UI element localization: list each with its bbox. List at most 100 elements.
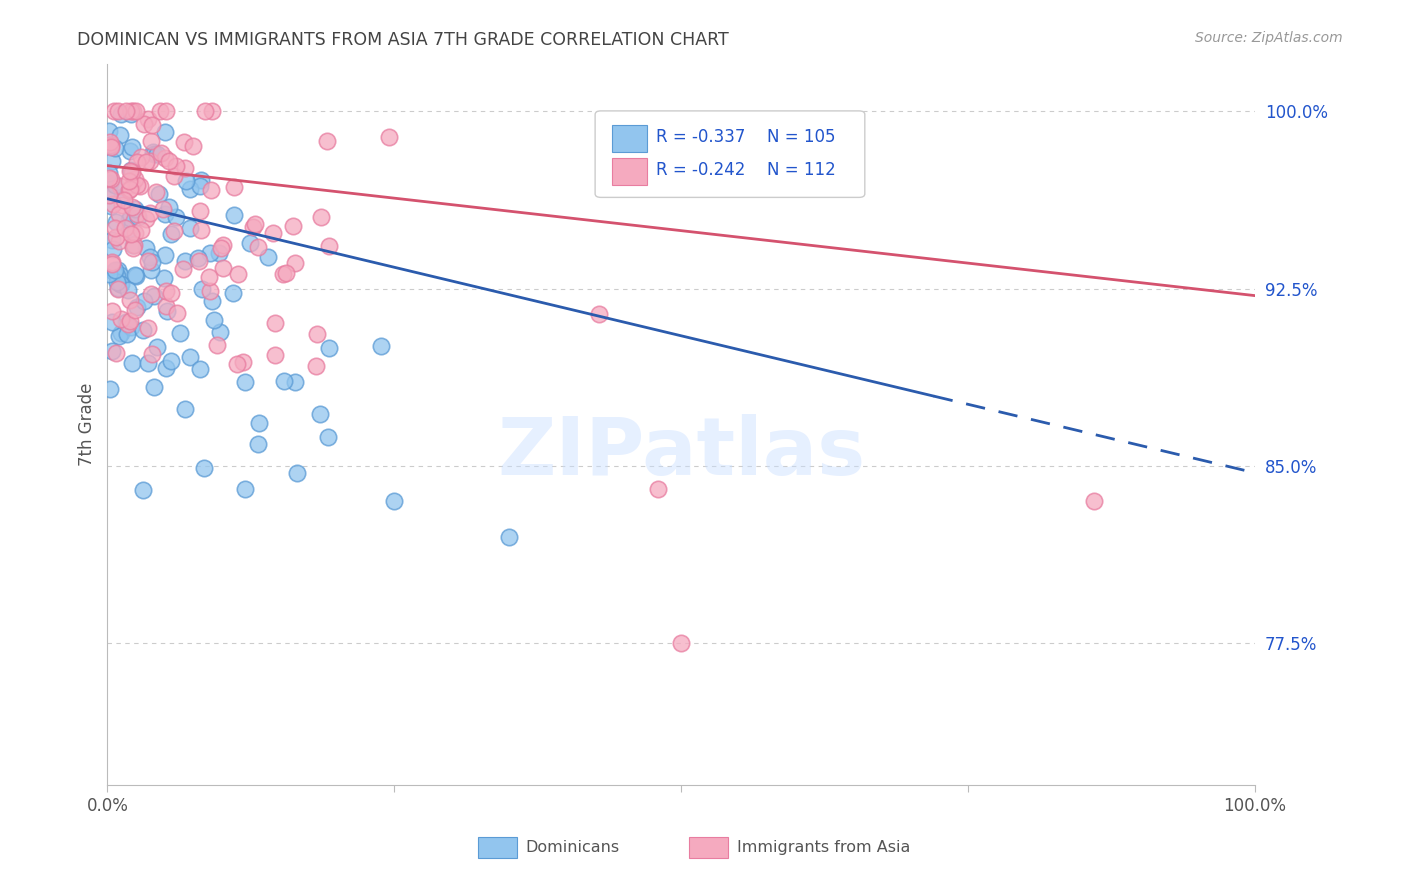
Point bbox=[287, 466, 309, 480]
Point bbox=[190, 223, 212, 237]
Point bbox=[188, 204, 211, 219]
Point bbox=[136, 356, 159, 370]
Point bbox=[273, 374, 295, 388]
Point bbox=[97, 268, 120, 282]
Point bbox=[162, 169, 184, 183]
Point bbox=[318, 238, 340, 252]
Point bbox=[121, 200, 143, 214]
Point bbox=[156, 304, 179, 318]
Point bbox=[647, 483, 669, 497]
Point bbox=[165, 210, 187, 224]
Point bbox=[160, 353, 183, 368]
FancyBboxPatch shape bbox=[595, 111, 865, 197]
Point bbox=[125, 268, 148, 283]
Point bbox=[225, 357, 247, 371]
Point bbox=[198, 246, 221, 260]
Point bbox=[194, 104, 217, 119]
Point bbox=[264, 348, 287, 362]
Point bbox=[155, 151, 177, 165]
Point bbox=[120, 104, 142, 119]
Point bbox=[148, 187, 170, 202]
Point bbox=[132, 483, 155, 497]
Point bbox=[243, 217, 266, 231]
Point bbox=[101, 153, 124, 168]
Point bbox=[233, 483, 256, 497]
Point bbox=[316, 134, 339, 148]
Point bbox=[118, 212, 141, 227]
Text: Immigrants from Asia: Immigrants from Asia bbox=[737, 840, 910, 855]
Point bbox=[97, 124, 120, 138]
Point bbox=[124, 268, 146, 282]
Point bbox=[120, 163, 142, 178]
Point bbox=[271, 267, 294, 281]
Point bbox=[222, 286, 245, 301]
Point bbox=[100, 233, 122, 247]
Point bbox=[104, 346, 127, 360]
Point bbox=[190, 178, 212, 193]
Point bbox=[98, 166, 121, 180]
Point bbox=[309, 407, 332, 421]
Point bbox=[105, 230, 128, 244]
Point bbox=[498, 530, 520, 544]
Point bbox=[124, 302, 146, 317]
Point bbox=[100, 172, 122, 186]
Point bbox=[110, 277, 132, 292]
Point bbox=[118, 164, 141, 178]
Point bbox=[212, 238, 235, 252]
Point bbox=[166, 306, 188, 320]
Point bbox=[111, 190, 134, 204]
Point bbox=[153, 125, 176, 139]
Point bbox=[114, 220, 136, 235]
Point bbox=[118, 293, 141, 307]
Point bbox=[226, 268, 249, 282]
Point bbox=[98, 186, 121, 200]
Point bbox=[201, 104, 224, 119]
Point bbox=[190, 282, 212, 296]
Point bbox=[101, 257, 124, 271]
Point bbox=[112, 193, 135, 207]
Point bbox=[257, 250, 280, 264]
Point bbox=[155, 104, 177, 119]
Point bbox=[160, 227, 183, 242]
Point bbox=[120, 144, 142, 158]
Text: ZIPatlas: ZIPatlas bbox=[498, 414, 865, 492]
Point bbox=[276, 266, 298, 280]
Point bbox=[121, 140, 143, 154]
Point bbox=[120, 211, 142, 225]
Point bbox=[101, 315, 124, 329]
Point bbox=[145, 185, 167, 199]
Point bbox=[125, 178, 148, 193]
Text: N = 105: N = 105 bbox=[768, 128, 835, 146]
Point bbox=[125, 300, 148, 314]
Point bbox=[222, 179, 245, 194]
Point bbox=[211, 260, 233, 275]
Point bbox=[153, 207, 176, 221]
Point bbox=[173, 135, 195, 149]
Point bbox=[198, 270, 221, 285]
Point bbox=[121, 178, 143, 193]
Point bbox=[311, 210, 333, 224]
Point bbox=[153, 270, 176, 285]
Point bbox=[121, 356, 143, 370]
Point bbox=[97, 187, 120, 202]
Point bbox=[131, 323, 153, 337]
Point bbox=[179, 350, 201, 364]
Point bbox=[103, 265, 125, 279]
Point bbox=[125, 207, 148, 221]
Point bbox=[118, 174, 141, 188]
Point bbox=[247, 240, 270, 254]
Point bbox=[124, 202, 146, 216]
Point bbox=[121, 165, 143, 179]
Point bbox=[135, 154, 157, 169]
Point bbox=[150, 146, 173, 161]
Point bbox=[101, 255, 124, 269]
Bar bbox=[613, 125, 647, 152]
Point bbox=[100, 199, 122, 213]
Point bbox=[117, 283, 139, 297]
Y-axis label: 7th Grade: 7th Grade bbox=[79, 383, 96, 467]
Point bbox=[262, 226, 284, 240]
Point bbox=[118, 221, 141, 235]
Point bbox=[145, 340, 167, 354]
Point bbox=[163, 224, 186, 238]
Point bbox=[233, 376, 256, 390]
